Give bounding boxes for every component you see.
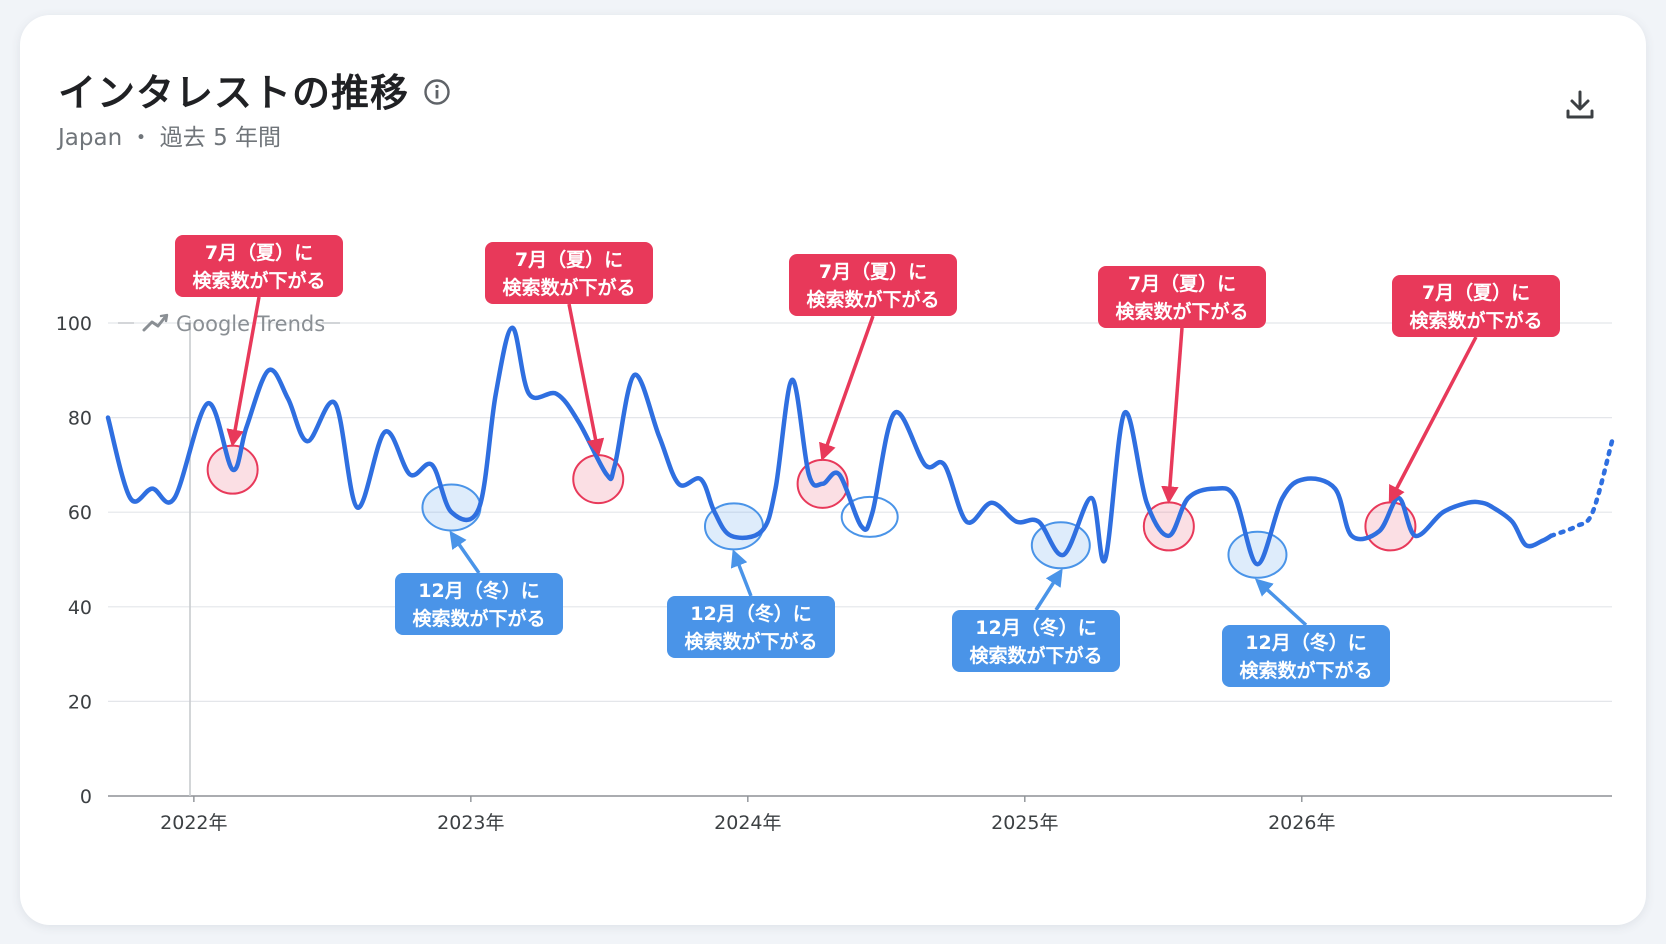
y-tick-label: 100 [56, 313, 92, 335]
callout-text-line: 検索数が下がる [412, 607, 545, 630]
summer-callout-arrow [226, 296, 261, 448]
callout-text-line: 12月（冬）に [975, 616, 1096, 639]
callout-text-line: 12月（冬）に [690, 602, 811, 625]
winter-callout-arrow [1034, 568, 1063, 611]
winter-dip-highlight [421, 483, 482, 532]
y-tick-label: 20 [68, 691, 92, 713]
x-tick-label: 2025年 [991, 812, 1058, 834]
summer-callout-arrow [1161, 327, 1184, 504]
x-tick-label: 2022年 [160, 812, 227, 834]
callout-text-line: 7月（夏）に [819, 260, 927, 283]
trends-logo-arrow-icon [159, 313, 169, 323]
callout-text-line: 7月（夏）に [515, 248, 623, 271]
info-icon[interactable] [423, 78, 451, 106]
callout-text-line: 検索数が下がる [192, 269, 325, 292]
summer-callout-arrow [567, 303, 605, 457]
trend-card [20, 15, 1646, 925]
x-tick-label: 2024年 [714, 812, 781, 834]
callout-text-line: 7月（夏）に [1128, 272, 1236, 295]
winter-dip-highlight [840, 495, 899, 538]
y-tick-label: 40 [68, 597, 92, 619]
summer-callout-box [789, 254, 957, 316]
callout-text-line: 検索数が下がる [969, 644, 1102, 667]
series-projection-line [1548, 439, 1615, 539]
watermark-text: Google Trends [176, 312, 325, 336]
callout-text-line: 検索数が下がる [806, 288, 939, 311]
summer-callout-arrow [1388, 336, 1478, 504]
callout-text-line: 検索数が下がる [1409, 309, 1542, 332]
x-tick-label: 2026年 [1268, 812, 1335, 834]
winter-callout-arrow [449, 530, 481, 575]
winter-callout-box [395, 573, 563, 635]
y-tick-label: 80 [68, 408, 92, 430]
summer-callout-box [485, 242, 653, 304]
download-icon[interactable] [1563, 88, 1597, 122]
x-tick-label: 2023年 [437, 812, 504, 834]
callout-text-line: 12月（冬）に [1245, 631, 1366, 654]
winter-callout-box [1222, 625, 1390, 687]
callout-text-line: 検索数が下がる [1239, 659, 1372, 682]
y-tick-label: 60 [68, 502, 92, 524]
subtitle: Japan ・ 過去 5 年間 [58, 125, 282, 151]
summer-callout-box [1392, 275, 1560, 337]
callout-text-line: 7月（夏）に [205, 241, 313, 264]
callout-text-line: 12月（冬）に [418, 579, 539, 602]
summer-callout-arrow [819, 315, 875, 462]
trends-logo-icon [142, 314, 168, 332]
series-line [105, 325, 1554, 567]
y-tick-label: 0 [80, 786, 92, 808]
winter-dip-highlight [1227, 530, 1288, 579]
winter-callout-box [667, 596, 835, 658]
winter-dip-highlight [1030, 521, 1091, 570]
callout-text-line: 検索数が下がる [502, 276, 635, 299]
winter-callout-arrow [730, 549, 753, 597]
winter-callout-arrow [1254, 578, 1308, 627]
winter-callout-box [952, 610, 1120, 672]
page-title: インタレストの推移 [58, 71, 410, 115]
summer-callout-box [1098, 266, 1266, 328]
summer-callout-box [175, 235, 343, 297]
callout-text-line: 検索数が下がる [1115, 300, 1248, 323]
callout-text-line: 7月（夏）に [1422, 281, 1530, 304]
callout-text-line: 検索数が下がる [684, 630, 817, 653]
